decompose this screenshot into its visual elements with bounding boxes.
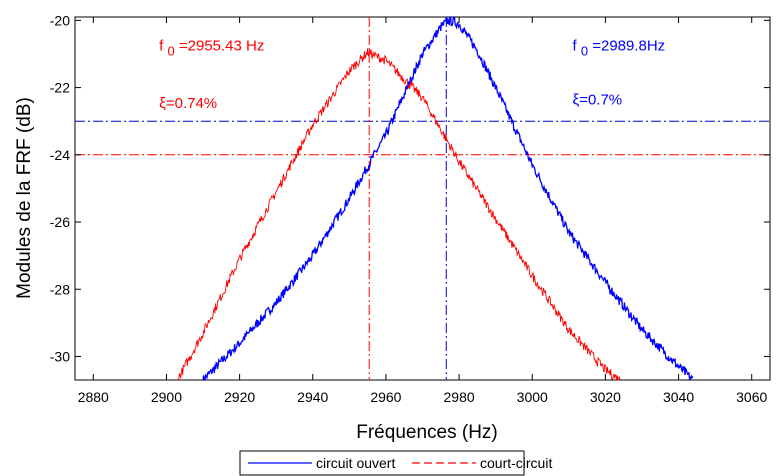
x-tick-label: 2980 (444, 389, 475, 405)
annotation-3: ξ=0.7% (572, 91, 622, 108)
annotation-symbol: f (159, 38, 167, 55)
legend-label-circuit-ouvert: circuit ouvert (316, 455, 395, 471)
y-tick-label: -22 (50, 80, 70, 96)
x-tick-label: 2900 (151, 389, 182, 405)
x-tick-label: 2940 (297, 389, 328, 405)
y-tick-label: -24 (50, 147, 70, 163)
y-tick-label: -28 (50, 281, 70, 297)
reference-lines (75, 17, 770, 380)
series-lines (177, 16, 694, 381)
annotation-subscript: 0 (167, 44, 174, 59)
x-tick-label: 3040 (663, 389, 694, 405)
x-tick-label: 3060 (736, 389, 767, 405)
y-tick-label: -30 (50, 348, 70, 364)
x-tick-label: 3020 (590, 389, 621, 405)
x-tick-label: 2880 (78, 389, 109, 405)
x-tick-label: 3000 (517, 389, 548, 405)
annotation-1: ξ=0.74% (159, 95, 217, 112)
legend-label-court-circuit: court-circuit (480, 455, 552, 471)
annotation-value: =2955.43 Hz (175, 38, 265, 55)
annotation-0: f 0 =2955.43 Hz (159, 38, 264, 59)
x-tick-label: 2920 (224, 389, 255, 405)
series-line-court-circuit (177, 48, 621, 381)
annotation-subscript: 0 (581, 44, 588, 59)
x-axis-label: Fréquences (Hz) (356, 422, 498, 443)
annotation-value: =2989.8Hz (588, 38, 665, 55)
y-tick-label: -20 (50, 12, 70, 28)
plot-frame (74, 16, 771, 381)
x-tick-label: 2960 (370, 389, 401, 405)
annotation-symbol: f (572, 38, 580, 55)
axis-ticks: 2880 2900 2920 2940 2960 2980 3000 3020 3040 3060… (50, 12, 770, 405)
annotation-2: f 0 =2989.8Hz (572, 38, 665, 59)
legend: circuit ouvert court-circuit (239, 450, 552, 476)
series-line-circuit-ouvert (202, 16, 694, 381)
y-tick-label: -26 (50, 214, 70, 230)
annotations: f 0 =2955.43 Hz ξ=0.74% f 0 =2989.8Hz ξ=0.7… (159, 38, 665, 112)
y-axis-label: Modules de la FRF (dB) (14, 97, 35, 299)
